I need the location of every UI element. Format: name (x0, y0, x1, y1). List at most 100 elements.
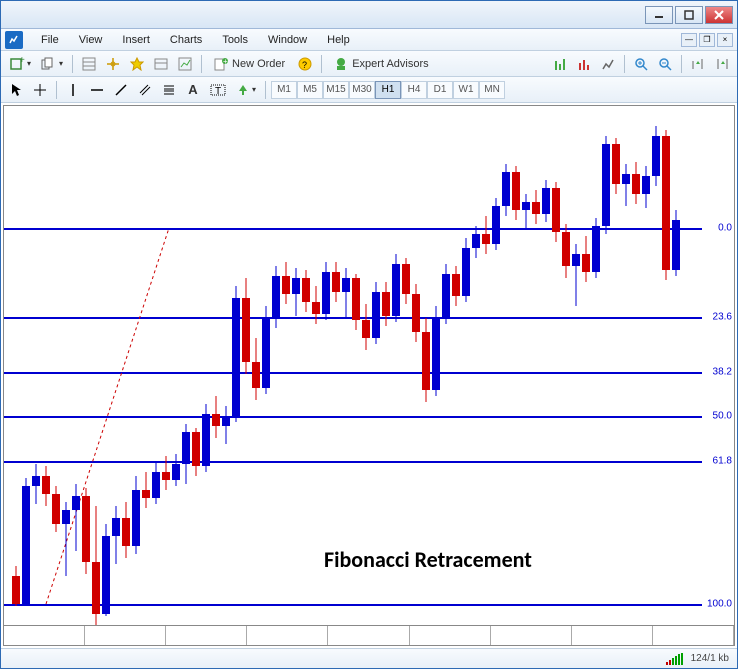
separator (56, 81, 57, 99)
metaquotes-button[interactable]: ? (294, 54, 316, 74)
child-restore-button[interactable]: ❐ (699, 33, 715, 47)
menu-insert[interactable]: Insert (112, 31, 160, 49)
new-chart-button[interactable]: +▾ (5, 54, 35, 74)
autoscroll-button[interactable] (687, 54, 709, 74)
separator (624, 55, 625, 73)
candle (42, 106, 50, 625)
toolbar-drawing: A T ▾ M1M5M15M30H1H4D1W1MN (1, 77, 737, 103)
equidistant-channel-button[interactable] (134, 80, 156, 100)
menu-window[interactable]: Window (258, 31, 317, 49)
trendline-button[interactable] (110, 80, 132, 100)
expert-advisors-label: Expert Advisors (352, 58, 428, 70)
candle (612, 106, 620, 625)
templates-button[interactable] (597, 54, 619, 74)
navigator-button[interactable] (102, 54, 124, 74)
candle (22, 106, 30, 625)
zoom-out-button[interactable] (654, 54, 676, 74)
separator (321, 55, 322, 73)
maximize-button[interactable] (675, 6, 703, 24)
candle (652, 106, 660, 625)
candle (202, 106, 210, 625)
candle (232, 106, 240, 625)
timeframe-w1[interactable]: W1 (453, 81, 479, 99)
separator (201, 55, 202, 73)
timeframe-m15[interactable]: M15 (323, 81, 349, 99)
menubar: File View Insert Charts Tools Window Hel… (1, 29, 737, 51)
menu-tools[interactable]: Tools (212, 31, 258, 49)
menu-help[interactable]: Help (317, 31, 360, 49)
terminal-button[interactable] (150, 54, 172, 74)
text-label-button[interactable]: T (206, 80, 230, 100)
candle (562, 106, 570, 625)
timeframe-mn[interactable]: MN (479, 81, 505, 99)
expert-advisors-button[interactable]: Expert Advisors (327, 54, 435, 74)
candle (582, 106, 590, 625)
market-watch-button[interactable] (78, 54, 100, 74)
fibonacci-button[interactable] (158, 80, 180, 100)
candle (602, 106, 610, 625)
candle (282, 106, 290, 625)
separator (72, 55, 73, 73)
candle (272, 106, 280, 625)
status-text: 124/1 kb (691, 653, 729, 664)
indicators-button[interactable] (549, 54, 571, 74)
candle (592, 106, 600, 625)
chartshift-button[interactable] (711, 54, 733, 74)
crosshair-button[interactable] (29, 80, 51, 100)
minimize-button[interactable] (645, 6, 673, 24)
candle (182, 106, 190, 625)
text-button[interactable]: A (182, 80, 204, 100)
timeframe-m5[interactable]: M5 (297, 81, 323, 99)
child-minimize-button[interactable]: — (681, 33, 697, 47)
timeframe-d1[interactable]: D1 (427, 81, 453, 99)
candle (62, 106, 70, 625)
zoom-in-button[interactable] (630, 54, 652, 74)
candle (552, 106, 560, 625)
chart-area[interactable]: 0.023.638.250.061.8100.0 Fibonacci Retra… (4, 106, 734, 625)
candle (542, 106, 550, 625)
titlebar (1, 1, 737, 29)
candle (632, 106, 640, 625)
candle (12, 106, 20, 625)
svg-text:?: ? (302, 60, 307, 70)
candle (622, 106, 630, 625)
horizontal-line-button[interactable] (86, 80, 108, 100)
candle (52, 106, 60, 625)
svg-text:+: + (19, 57, 25, 66)
arrows-button[interactable]: ▾ (232, 80, 260, 100)
candle (92, 106, 100, 625)
timeframe-h1[interactable]: H1 (375, 81, 401, 99)
app-icon (5, 31, 23, 49)
statusbar: 124/1 kb (1, 648, 737, 668)
candle (312, 106, 320, 625)
candle (152, 106, 160, 625)
menu-charts[interactable]: Charts (160, 31, 212, 49)
candle (212, 106, 220, 625)
child-close-button[interactable]: × (717, 33, 733, 47)
candle (252, 106, 260, 625)
candle (112, 106, 120, 625)
profiles-button[interactable]: ▾ (37, 54, 67, 74)
periodicity-button[interactable] (573, 54, 595, 74)
close-button[interactable] (705, 6, 733, 24)
toolbar-main: +▾ ▾ +New Order ? Expert Advisors (1, 51, 737, 77)
menu-view[interactable]: View (69, 31, 113, 49)
candle (192, 106, 200, 625)
cursor-button[interactable] (5, 80, 27, 100)
svg-text:+: + (223, 57, 228, 66)
menu-file[interactable]: File (31, 31, 69, 49)
candle (122, 106, 130, 625)
vertical-line-button[interactable] (62, 80, 84, 100)
data-window-button[interactable] (126, 54, 148, 74)
timeframe-m30[interactable]: M30 (349, 81, 375, 99)
app-window: File View Insert Charts Tools Window Hel… (0, 0, 738, 669)
candle (302, 106, 310, 625)
new-order-button[interactable]: +New Order (207, 54, 292, 74)
window-controls (645, 6, 737, 24)
separator (681, 55, 682, 73)
candle (102, 106, 110, 625)
timeframe-h4[interactable]: H4 (401, 81, 427, 99)
candle (222, 106, 230, 625)
timeframe-m1[interactable]: M1 (271, 81, 297, 99)
strategy-tester-button[interactable] (174, 54, 196, 74)
